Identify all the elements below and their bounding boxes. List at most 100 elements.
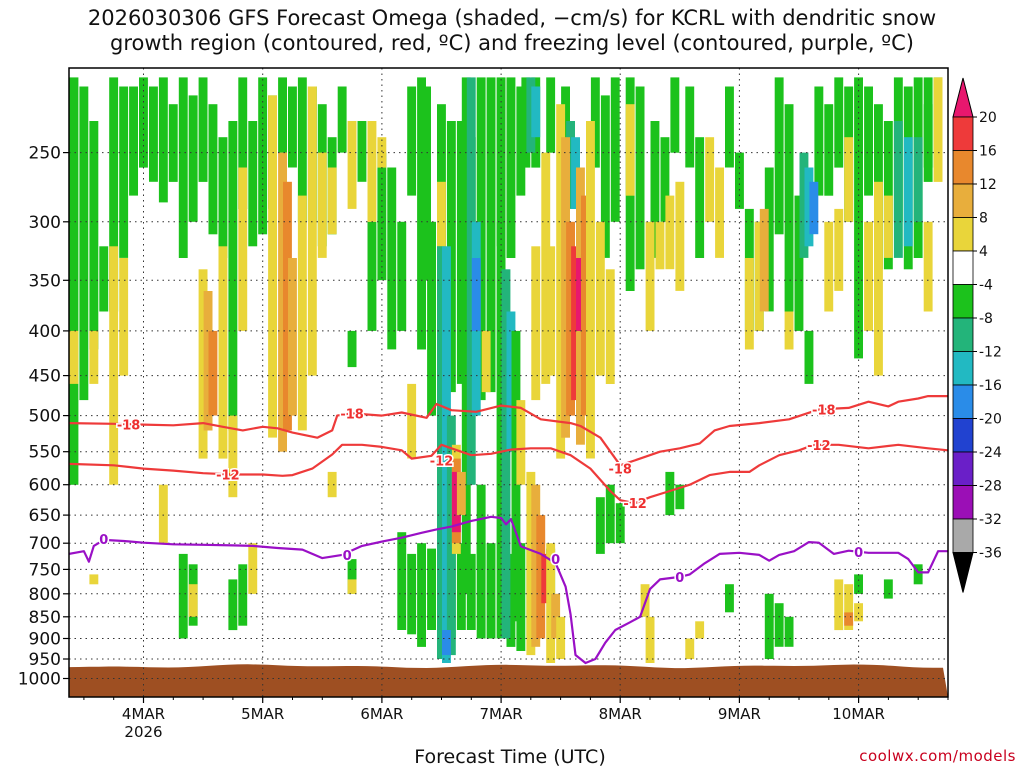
contour-label: -12 xyxy=(430,455,454,470)
omega-cell xyxy=(347,559,357,594)
omega-cell xyxy=(516,543,526,651)
omega-cell xyxy=(923,104,933,182)
omega-cell xyxy=(913,564,923,585)
chart-title: 2026030306 GFS Forecast Omega (shaded, −… xyxy=(0,6,1024,56)
omega-cell xyxy=(119,86,129,258)
omega-cell xyxy=(799,152,809,258)
y-tick-label: 400 xyxy=(29,322,61,342)
omega-cell xyxy=(442,630,451,655)
omega-cell xyxy=(427,221,436,416)
omega-cell xyxy=(198,77,208,182)
colorbar-swatch xyxy=(952,351,974,386)
omega-cell xyxy=(600,95,610,258)
omega-cell xyxy=(556,104,566,459)
colorbar-label: -20 xyxy=(979,412,1002,428)
omega-cell xyxy=(605,484,615,544)
omega-cell xyxy=(89,574,99,585)
omega-cell xyxy=(466,77,476,485)
colorbar-label: 16 xyxy=(979,144,997,160)
y-tick-label: 550 xyxy=(29,443,61,463)
omega-cell xyxy=(317,152,327,258)
omega-cell xyxy=(337,86,347,153)
x-tick-label: 8MAR xyxy=(599,705,642,723)
omega-cell xyxy=(824,104,834,196)
omega-cell xyxy=(784,616,794,647)
omega-cell xyxy=(228,415,238,498)
omega-cell xyxy=(546,246,556,376)
omega-cell xyxy=(283,181,292,431)
omega-cell xyxy=(422,86,431,281)
omega-cell xyxy=(675,484,685,510)
colorbar-swatch xyxy=(952,418,974,453)
omega-cell xyxy=(506,553,516,647)
omega-cell xyxy=(715,167,724,258)
omega-cell xyxy=(89,330,99,384)
omega-cell xyxy=(531,484,541,647)
colorbar-swatch xyxy=(952,451,974,486)
dgz-contour--12 xyxy=(69,443,948,505)
omega-cell xyxy=(864,86,873,196)
omega-cell xyxy=(541,152,551,384)
omega-cell xyxy=(610,77,620,222)
omega-cell xyxy=(655,221,665,270)
omega-cell xyxy=(735,152,744,209)
omega-cell xyxy=(695,137,705,258)
omega-cell xyxy=(844,137,854,222)
omega-cell xyxy=(496,221,506,639)
colorbar-label: -28 xyxy=(979,479,1002,495)
colorbar-label: -12 xyxy=(979,345,1002,361)
omega-cell xyxy=(218,137,228,258)
omega-cell xyxy=(158,484,168,544)
omega-cell xyxy=(665,195,675,270)
omega-cell xyxy=(228,579,238,631)
omega-cell xyxy=(506,311,516,452)
omega-cell xyxy=(506,77,516,259)
y-tick-label: 1000 xyxy=(18,670,61,690)
chart-title-line-2: growth region (contoured, red, ºC) and f… xyxy=(110,31,914,55)
colorbar-label: -8 xyxy=(979,311,993,327)
omega-cell xyxy=(774,77,784,235)
omega-cell xyxy=(268,95,277,438)
omega-cell xyxy=(79,86,89,401)
colorbar-swatch xyxy=(952,384,974,419)
omega-cell xyxy=(864,221,873,331)
omega-cell xyxy=(834,77,844,168)
omega-cell xyxy=(725,584,734,613)
contour-label: -12 xyxy=(807,439,831,454)
omega-cell xyxy=(595,497,605,554)
omega-cell xyxy=(327,167,337,235)
omega-cell xyxy=(178,77,188,259)
omega-cell xyxy=(69,77,79,485)
omega-cell xyxy=(188,584,198,617)
omega-cell xyxy=(476,484,486,570)
omega-cell xyxy=(531,246,541,401)
omega-cell xyxy=(288,86,297,168)
colorbar-arrow-bottom xyxy=(952,552,974,593)
omega-cell xyxy=(571,137,580,209)
omega-cell xyxy=(784,104,794,312)
omega-cell xyxy=(725,86,734,168)
omega-cell xyxy=(228,121,238,431)
colorbar-label: 4 xyxy=(979,244,988,260)
y-tick-label: 600 xyxy=(29,476,61,496)
omega-cell xyxy=(407,383,417,459)
omega-cell xyxy=(645,221,655,331)
omega-cell xyxy=(526,471,536,656)
colorbar-swatch xyxy=(952,250,974,285)
omega-cell xyxy=(566,121,575,209)
chart-title-line-1: 2026030306 GFS Forecast Omega (shaded, −… xyxy=(87,6,937,30)
freezing-level-contour xyxy=(69,515,948,665)
omega-cell xyxy=(764,167,774,312)
omega-cell xyxy=(645,616,655,663)
omega-cell xyxy=(744,258,754,350)
omega-cell xyxy=(178,553,188,639)
omega-cell xyxy=(69,330,79,384)
omega-cell xyxy=(407,553,417,635)
omega-cell xyxy=(541,553,551,604)
omega-cell xyxy=(516,86,526,196)
omega-cell xyxy=(278,77,287,153)
omega-cell xyxy=(89,121,99,350)
omega-cell xyxy=(854,603,863,622)
omega-cell xyxy=(685,86,695,168)
omega-cell xyxy=(437,221,446,660)
